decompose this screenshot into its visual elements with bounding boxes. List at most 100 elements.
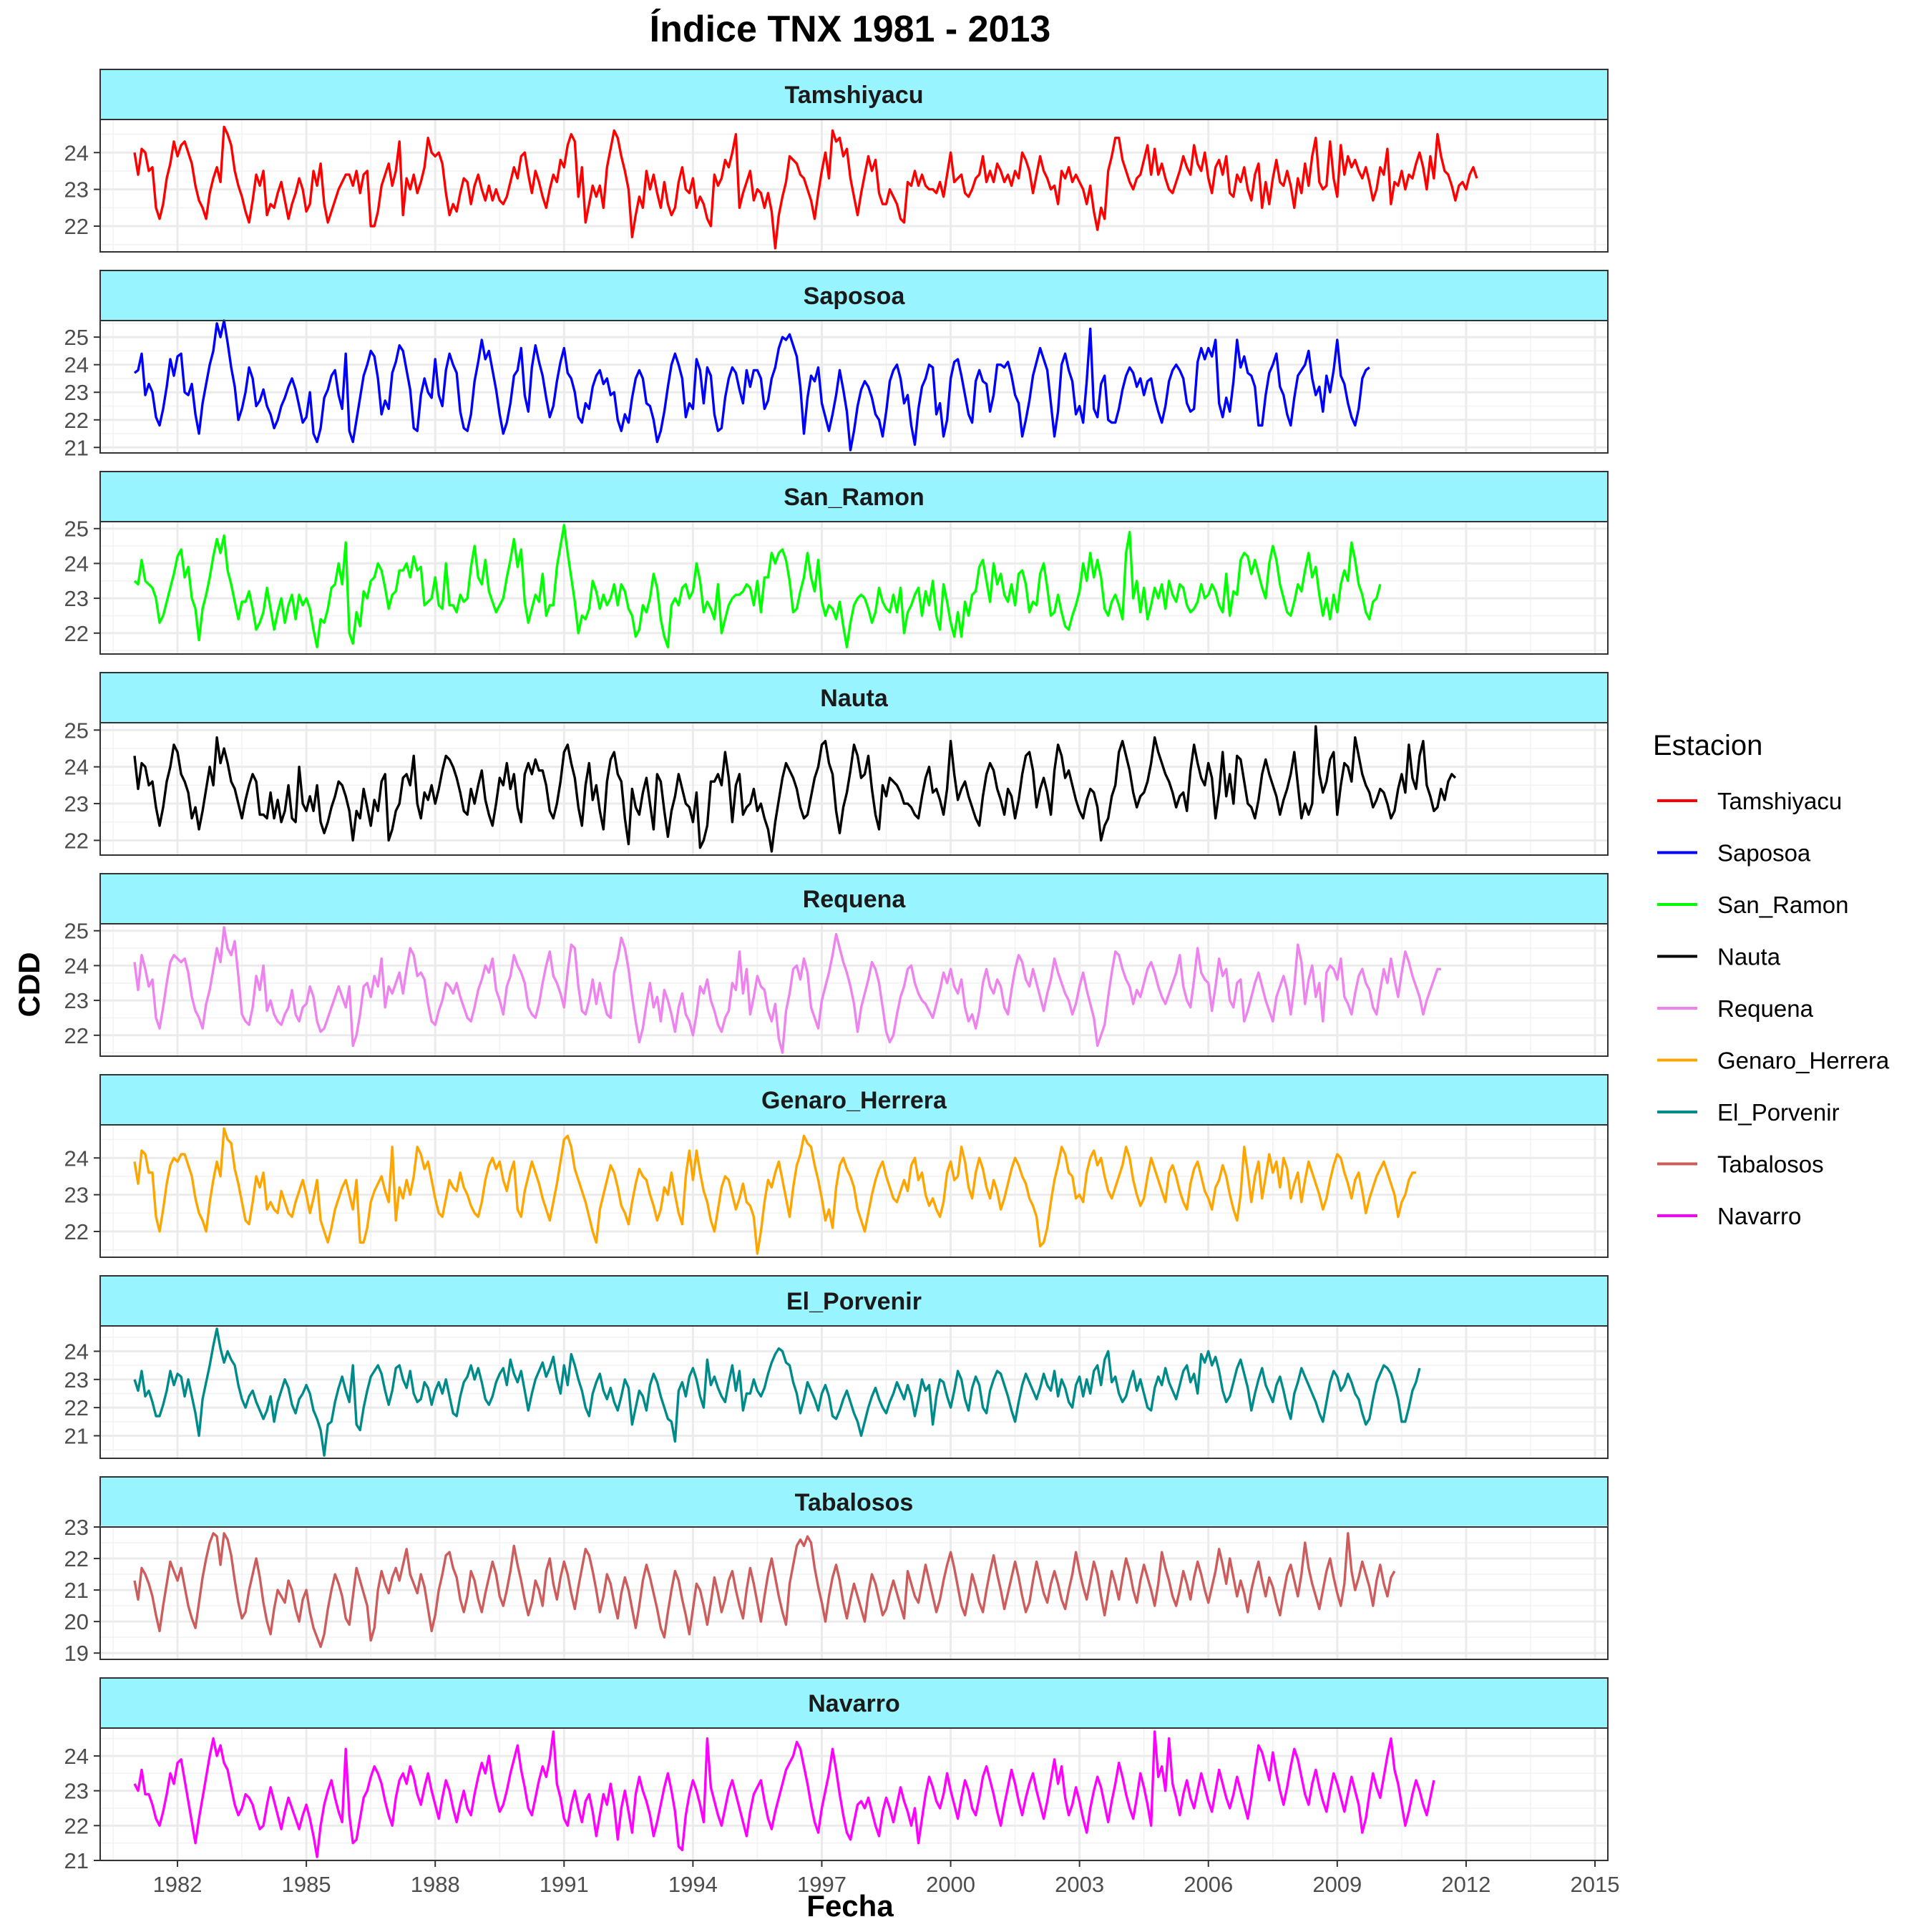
facet-strip-label: Tamshiyacu: [784, 82, 923, 109]
x-tick-label: 2003: [1055, 1872, 1104, 1897]
facet-strip-label: Requena: [803, 886, 907, 913]
panel-border: [99, 1727, 1609, 1861]
legend-item-nauta: Nauta: [1657, 944, 1781, 970]
facet-strip: [99, 873, 1609, 924]
panel-border: [99, 1325, 1609, 1459]
y-tick-label: 23: [64, 1367, 89, 1392]
series-line-nauta: [133, 725, 1457, 853]
legend-label: Genaro_Herrera: [1717, 1048, 1890, 1074]
y-tick-label: 24: [64, 1146, 89, 1171]
legend: Estacion Tamshiyacu Saposoa San_Ramon Nauta…: [1653, 730, 1890, 1229]
x-tick-label: 1982: [153, 1872, 203, 1897]
legend-label: Tabalosos: [1717, 1151, 1824, 1178]
y-tick-label: 23: [64, 1779, 89, 1804]
y-tick-label: 24: [64, 755, 89, 780]
facet-strip-label: Saposoa: [804, 283, 906, 310]
series-line-san_ramon: [133, 524, 1382, 648]
x-tick-label: 2012: [1441, 1872, 1491, 1897]
series-line-tamshiyacu: [133, 125, 1478, 250]
y-tick-label: 22: [64, 1023, 89, 1048]
x-tick-label: 1988: [411, 1872, 460, 1897]
y-tick-label: 22: [64, 621, 89, 646]
panel-background: [100, 1527, 1608, 1659]
legend-label: El_Porvenir: [1717, 1099, 1840, 1126]
legend-item-genaro_herrera: Genaro_Herrera: [1657, 1048, 1890, 1074]
y-tick-label: 23: [64, 177, 89, 203]
facet-panels: Tamshiyacu222324Saposoa2122232425San_Ram…: [64, 69, 1609, 1873]
x-tick-label: 1991: [540, 1872, 589, 1897]
facet-strip: [99, 471, 1609, 522]
facet-strip-label: Nauta: [820, 685, 889, 712]
panel-background: [100, 119, 1608, 252]
y-tick-label: 25: [64, 517, 89, 542]
facet-panel-genaro_herrera: Genaro_Herrera 22 23 24: [64, 1074, 1609, 1258]
legend-label: Navarro: [1717, 1203, 1801, 1229]
y-tick-label: 21: [64, 1578, 89, 1603]
chart-title: Índice TNX 1981 - 2013: [650, 9, 1051, 50]
facet-panel-el_porvenir: El_Porvenir 21 22 23 24: [64, 1275, 1609, 1459]
y-tick-label: 22: [64, 828, 89, 853]
x-axis: 1982 1985 1988 1991 1994 1997 2000 2003 2006 2009…: [153, 1860, 1619, 1897]
panel-border: [99, 119, 1609, 253]
facet-strip: [99, 1476, 1609, 1528]
x-tick-label: 1994: [668, 1872, 718, 1897]
x-tick-label: 1985: [282, 1872, 331, 1897]
facet-strip: [99, 672, 1609, 723]
x-tick-label: 1997: [797, 1872, 847, 1897]
facet-panel-navarro: Navarro 21 22 23 24: [64, 1677, 1609, 1873]
panel-border: [99, 923, 1609, 1057]
y-tick-label: 24: [64, 1744, 89, 1769]
y-tick-label: 22: [64, 1219, 89, 1244]
y-tick-label: 24: [64, 353, 89, 378]
y-tick-label: 24: [64, 551, 89, 576]
y-tick-label: 25: [64, 325, 89, 350]
y-tick-label: 25: [64, 718, 89, 743]
y-tick-label: 23: [64, 791, 89, 816]
legend-item-navarro: Navarro: [1657, 1203, 1801, 1229]
legend-label: Nauta: [1717, 944, 1781, 970]
facet-strip-label: Navarro: [808, 1690, 900, 1717]
x-tick-label: 2009: [1312, 1872, 1362, 1897]
y-tick-label: 21: [64, 1848, 89, 1873]
facet-panel-tabalosos: Tabalosos 19 20 21 22 23: [64, 1476, 1609, 1666]
facet-strip-label: San_Ramon: [784, 484, 924, 511]
y-tick-label: 20: [64, 1609, 89, 1634]
legend-label: Saposoa: [1717, 840, 1811, 867]
y-tick-label: 24: [64, 1339, 89, 1364]
facet-strip-label: El_Porvenir: [786, 1288, 922, 1315]
facet-strip-label: Genaro_Herrera: [761, 1087, 947, 1114]
facet-panel-tamshiyacu: Tamshiyacu 22 23 24: [64, 69, 1609, 253]
legend-label: Tamshiyacu: [1717, 788, 1842, 814]
facet-strip: [99, 1275, 1609, 1327]
facet-panel-nauta: Nauta 22 23 24 25: [64, 672, 1609, 856]
y-tick-label: 23: [64, 1183, 89, 1208]
y-tick-label: 23: [64, 1515, 89, 1540]
legend-item-tabalosos: Tabalosos: [1657, 1151, 1824, 1178]
x-axis-title: Fecha: [806, 1889, 894, 1923]
x-tick-label: 2006: [1184, 1872, 1233, 1897]
legend-item-requena: Requena: [1657, 995, 1814, 1022]
y-tick-label: 22: [64, 214, 89, 239]
panel-border: [99, 722, 1609, 856]
series-line-tabalosos: [133, 1532, 1396, 1649]
y-tick-label: 21: [64, 1424, 89, 1449]
y-tick-label: 23: [64, 586, 89, 611]
y-tick-label: 22: [64, 1395, 89, 1420]
series-line-saposoa: [133, 319, 1370, 452]
y-tick-label: 22: [64, 1813, 89, 1838]
legend-item-el_porvenir: El_Porvenir: [1657, 1099, 1840, 1126]
panel-background: [100, 522, 1608, 654]
series-line-el_porvenir: [133, 1327, 1421, 1457]
series-line-requena: [133, 926, 1441, 1054]
facet-strip-label: Tabalosos: [795, 1489, 914, 1516]
y-tick-label: 21: [64, 435, 89, 460]
facet-strip: [99, 1074, 1609, 1126]
y-tick-label: 22: [64, 408, 89, 433]
y-tick-label: 23: [64, 380, 89, 405]
legend-title: Estacion: [1653, 730, 1762, 761]
y-axis-title: CDD: [12, 952, 46, 1018]
y-tick-label: 22: [64, 1546, 89, 1571]
panel-border: [99, 1526, 1609, 1660]
x-tick-label: 2000: [926, 1872, 975, 1897]
